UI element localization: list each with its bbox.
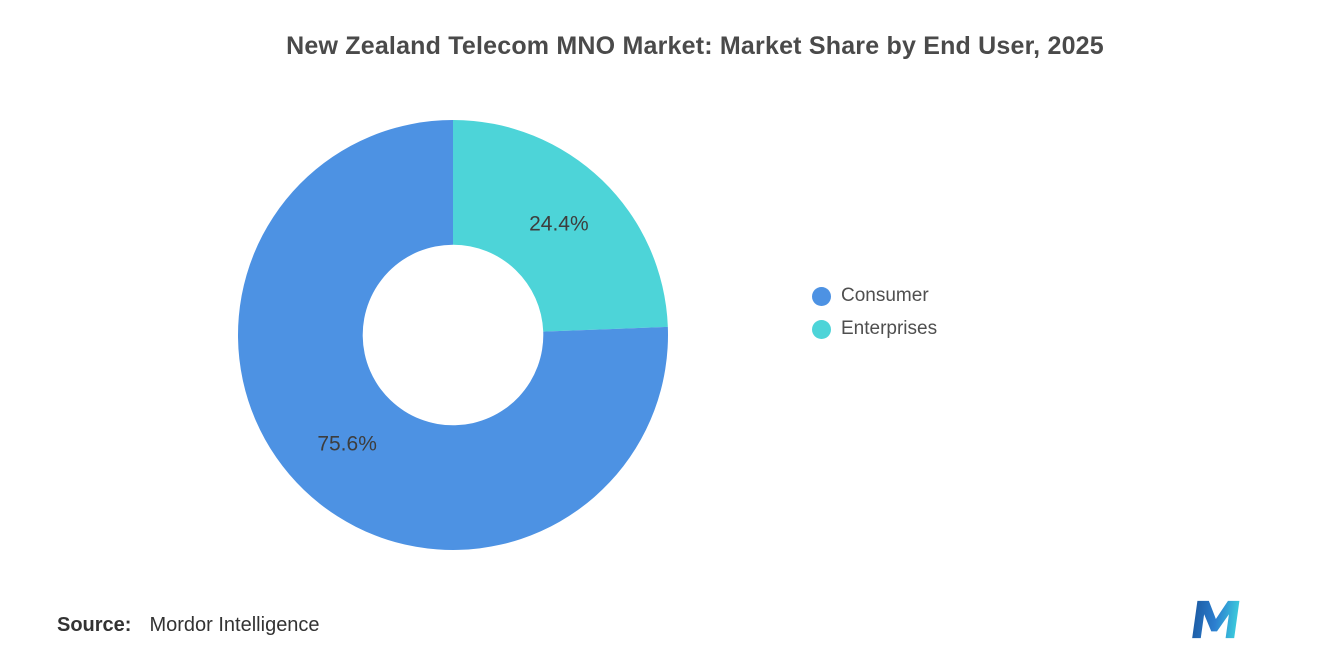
legend-dot-enterprises — [812, 319, 831, 339]
donut-chart: 24.4% 75.6% — [233, 115, 673, 555]
mordor-logo-icon — [1192, 600, 1240, 639]
legend-dot-consumer — [812, 286, 831, 306]
source-row: Source: Mordor Intelligence — [57, 614, 320, 637]
donut-slice-consumer — [238, 120, 668, 550]
slice-label-consumer: 75.6% — [317, 433, 377, 456]
legend-item-consumer: Consumer — [812, 285, 937, 307]
legend-label-enterprises: Enterprises — [841, 318, 938, 339]
legend-label-consumer: Consumer — [841, 285, 929, 306]
slice-label-enterprises: 24.4% — [529, 213, 589, 236]
donut-slice-enterprises — [453, 120, 668, 332]
mordor-intelligence-logo — [1184, 598, 1246, 640]
chart-legend: Consumer Enterprises — [812, 285, 937, 340]
source-label: Source: — [57, 614, 132, 636]
chart-title: New Zealand Telecom MNO Market: Market S… — [286, 32, 1104, 60]
donut-chart-svg: 24.4% 75.6% — [238, 120, 668, 550]
source-value: Mordor Intelligence — [149, 614, 320, 636]
legend-item-enterprises: Enterprises — [812, 318, 937, 340]
